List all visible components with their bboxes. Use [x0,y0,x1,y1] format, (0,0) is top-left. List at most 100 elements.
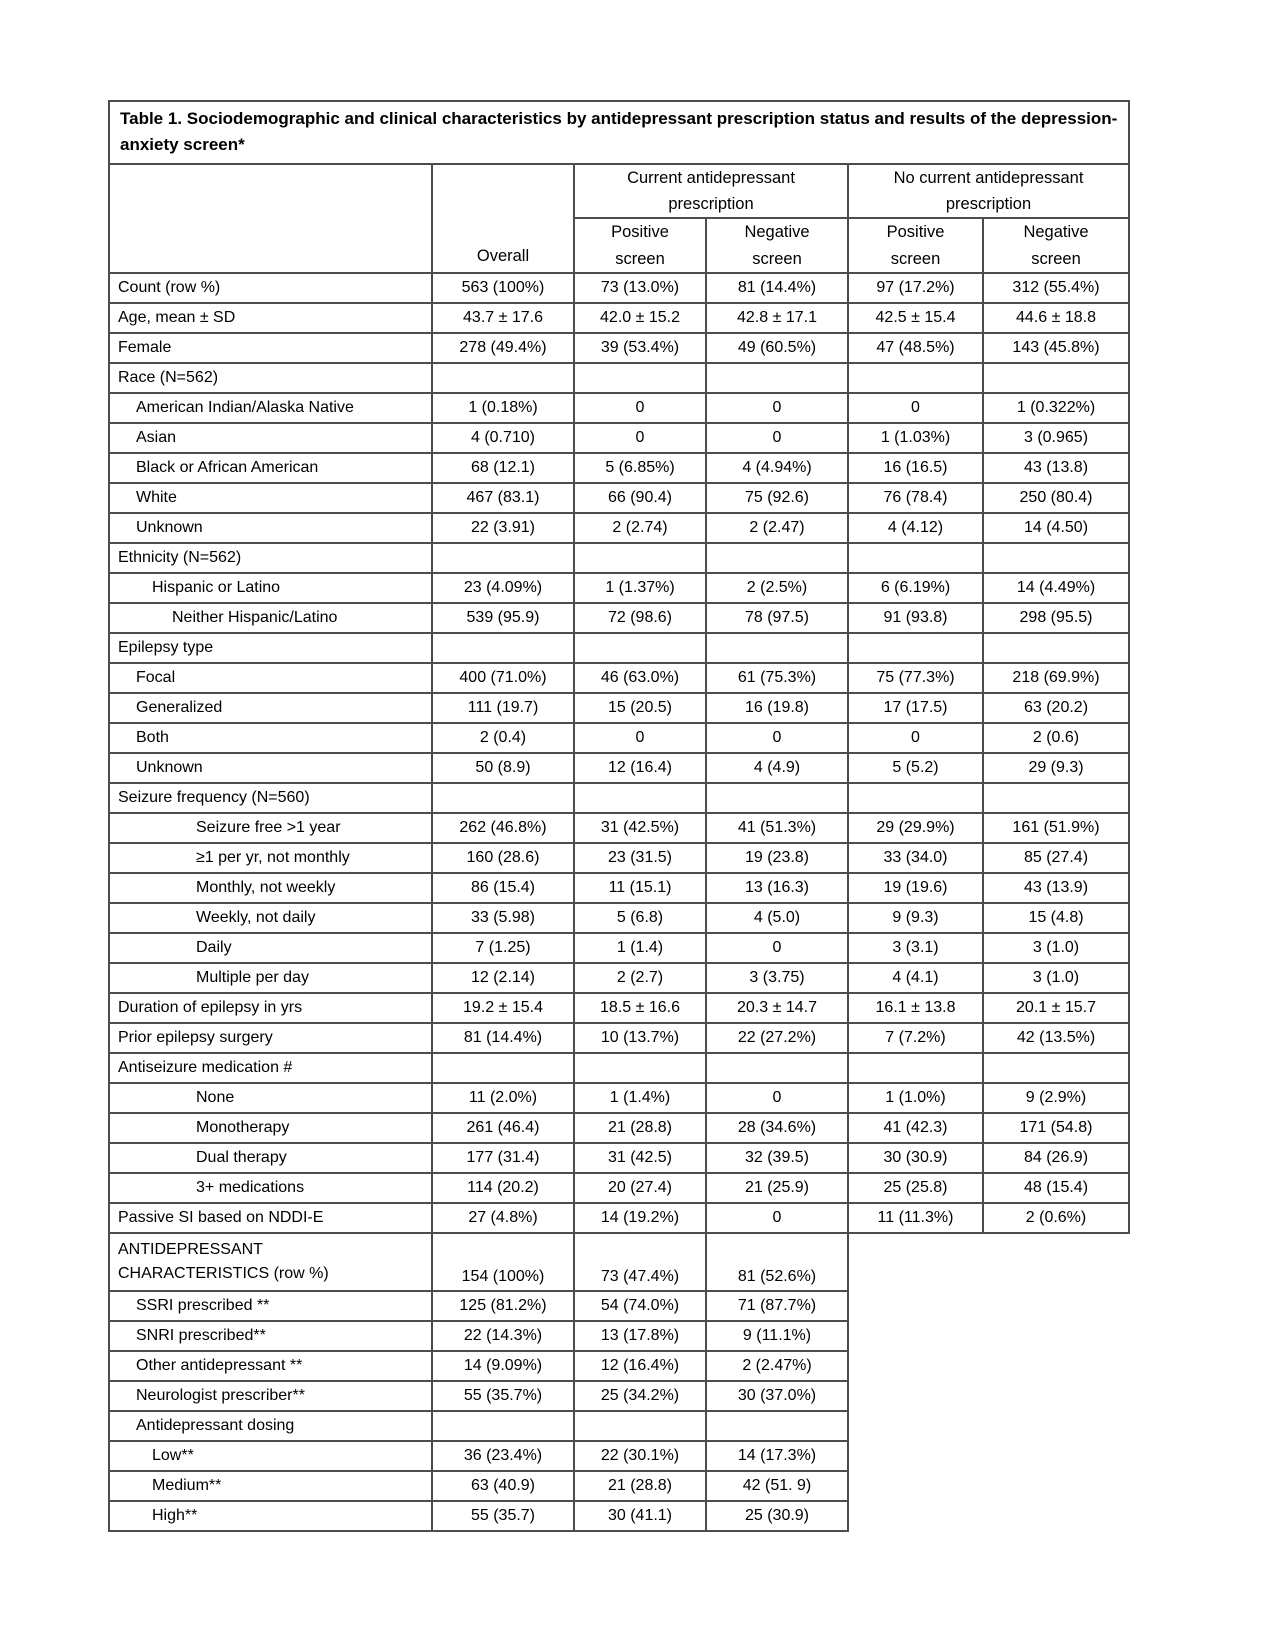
data-cell: 81 (14.4%) [705,272,849,305]
data-cell: 261 (46.4) [431,1112,575,1145]
data-cell: 7 (1.25) [431,932,575,965]
data-cell: 42 (51. 9) [705,1470,849,1503]
row-label: SNRI prescribed** [108,1320,433,1353]
data-cell [431,1410,575,1443]
data-cell: 41 (51.3%) [705,812,849,845]
data-cell: 21 (28.8) [573,1112,707,1145]
table-row: Race (N=562) [108,362,1131,395]
data-cell: 12 (16.4%) [573,1350,707,1383]
data-cell: 21 (25.9) [705,1172,849,1205]
data-cell: 81 (52.6%) [705,1232,849,1293]
table-row: Seizure frequency (N=560) [108,782,1131,815]
table-row: Epilepsy type [108,632,1131,665]
data-cell: 218 (69.9%) [981,662,1131,695]
data-cell: 6 (6.19%) [847,572,984,605]
row-label: Duration of epilepsy in yrs [108,992,433,1025]
data-cell: 48 (15.4) [981,1172,1131,1205]
data-cell: 25 (30.9) [705,1500,849,1533]
data-cell [705,1052,849,1085]
data-cell: 66 (90.4) [573,482,707,515]
data-cell [705,542,849,575]
row-label: Daily [108,932,433,965]
table-row: Monthly, not weekly 86 (15.4) 11 (15.1) 13 … [108,872,1131,905]
data-cell: 30 (41.1) [573,1500,707,1533]
data-cell: 63 (40.9) [431,1470,575,1503]
data-cell: 5 (6.8) [573,902,707,935]
data-cell [573,1410,707,1443]
data-cell: 76 (78.4) [847,482,984,515]
table-row: Duration of epilepsy in yrs 19.2 ± 15.4 18… [108,992,1131,1025]
row-label: Medium** [108,1470,433,1503]
row-label: Neurologist prescriber** [108,1380,433,1413]
row-label: Weekly, not daily [108,902,433,935]
data-cell: 563 (100%) [431,272,575,305]
table-row: Black or African American 68 (12.1) 5 (6.8… [108,452,1131,485]
data-cell: 75 (77.3%) [847,662,984,695]
data-cell: 20.1 ± 15.7 [981,992,1131,1025]
data-cell [573,362,707,395]
data-cell: 2 (2.74) [573,512,707,545]
data-cell: 539 (95.9) [431,602,575,635]
data-cell: 11 (2.0%) [431,1082,575,1115]
data-cell: 42.5 ± 15.4 [847,302,984,335]
data-cell: 1 (1.0%) [847,1082,984,1115]
row-label: Multiple per day [108,962,433,995]
data-cell: 15 (20.5) [573,692,707,725]
data-cell [847,362,984,395]
data-cell: 4 (4.1) [847,962,984,995]
table-header-sub-row: Positive screen Negative screen Positive… [109,217,1131,275]
data-cell: 25 (34.2%) [573,1380,707,1413]
data-cell: 3 (0.965) [981,422,1131,455]
table-row: Focal 400 (71.0%) 46 (63.0%) 61 (75.3%) 75 (… [108,662,1131,695]
data-cell: 20 (27.4) [573,1172,707,1205]
data-cell: 42.0 ± 15.2 [573,302,707,335]
table-row: Asian 4 (0.710) 0 0 1 (1.03%) 3 (0.965) [108,422,1131,455]
data-cell: 9 (11.1%) [705,1320,849,1353]
data-cell: 21 (28.8) [573,1470,707,1503]
row-label: 3+ medications [108,1172,433,1205]
table-row: ANTIDEPRESSANT CHARACTERISTICS (row %) 15… [108,1232,1129,1293]
data-cell: 54 (74.0%) [573,1290,707,1323]
data-cell: 0 [705,422,849,455]
row-label: Passive SI based on NDDI-E [108,1202,433,1235]
data-cell: 18.5 ± 16.6 [573,992,707,1025]
table-title: Table 1. Sociodemographic and clinical c… [107,100,1131,165]
data-cell: 23 (31.5) [573,842,707,875]
table-header-group-row: Overall Current antidepressant prescript… [108,162,1131,275]
data-cell: 14 (19.2%) [573,1202,707,1235]
row-label: Asian [108,422,433,455]
data-cell [431,782,575,815]
data-cell: 13 (17.8%) [573,1320,707,1353]
data-cell: 0 [573,722,707,755]
data-cell: 28 (34.6%) [705,1112,849,1145]
data-cell: 43.7 ± 17.6 [431,302,575,335]
data-cell [847,1052,984,1085]
column-header-negative-screen-no-current: Negative screen [981,217,1131,275]
data-cell [573,632,707,665]
column-header-positive-screen-current: Positive screen [573,217,707,275]
data-cell: 22 (3.91) [431,512,575,545]
data-cell: 143 (45.8%) [981,332,1131,365]
row-label: High** [108,1500,433,1533]
table-row: High** 55 (35.7) 30 (41.1) 25 (30.9) [108,1500,1129,1533]
data-cell: 44.6 ± 18.8 [981,302,1131,335]
data-cell: 11 (11.3%) [847,1202,984,1235]
data-cell [573,542,707,575]
data-cell: 278 (49.4%) [431,332,575,365]
table-row: Age, mean ± SD 43.7 ± 17.6 42.0 ± 15.2 42.8… [108,302,1131,335]
row-label: Seizure free >1 year [108,812,433,845]
data-cell: 16.1 ± 13.8 [847,992,984,1025]
data-cell: 22 (30.1%) [573,1440,707,1473]
data-cell: 7 (7.2%) [847,1022,984,1055]
row-label: Race (N=562) [108,362,433,395]
data-cell: 85 (27.4) [981,842,1131,875]
data-cell: 10 (13.7%) [573,1022,707,1055]
row-label: Seizure frequency (N=560) [108,782,433,815]
row-label: Both [108,722,433,755]
data-cell: 4 (4.94%) [705,452,849,485]
row-label: Monthly, not weekly [108,872,433,905]
data-cell: 22 (14.3%) [431,1320,575,1353]
row-label: Unknown [108,512,433,545]
data-cell [847,542,984,575]
